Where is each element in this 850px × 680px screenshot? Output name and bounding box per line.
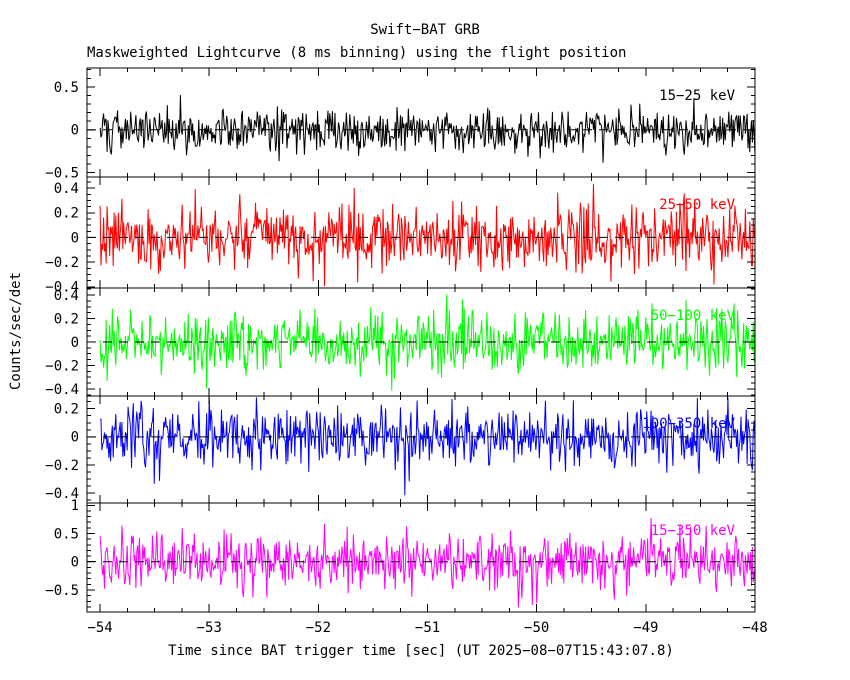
y-tick-label: 1 [71, 498, 79, 514]
y-tick-label: 0.4 [54, 181, 79, 197]
x-tick-label: −52 [306, 620, 331, 636]
y-tick-label: 0.2 [54, 206, 79, 222]
y-tick-label: −0.4 [45, 486, 79, 502]
x-tick-label: −54 [87, 620, 112, 636]
y-tick-label: −0.2 [45, 358, 79, 374]
x-tick-label: −49 [633, 620, 658, 636]
noise-trace-band-50-100 [99, 294, 755, 391]
y-tick-label: 0 [71, 123, 79, 139]
y-tick-label: −0.2 [45, 458, 79, 474]
x-tick-label: −50 [524, 620, 549, 636]
y-tick-label: 0.2 [54, 311, 79, 327]
y-tick-label: 0.4 [54, 288, 79, 304]
y-tick-label: 0.5 [54, 80, 79, 96]
y-tick-label: 0 [71, 335, 79, 351]
noise-trace-band-15-350 [99, 517, 755, 608]
y-tick-label: −0.4 [45, 280, 79, 296]
y-tick-label: −0.4 [45, 382, 79, 398]
y-tick-label: 0 [71, 230, 79, 246]
y-tick-label: 0 [71, 430, 79, 446]
chart-title: Swift−BAT GRB [370, 22, 480, 38]
y-axis-label: Counts/sec/det [8, 271, 24, 390]
noise-trace-band-100-350 [99, 397, 755, 496]
energy-band-label: 15−25 keV [659, 88, 735, 104]
energy-band-label: 50−100 keV [651, 308, 736, 324]
y-tick-label: −0.5 [45, 583, 79, 599]
panel-frame [86, 502, 756, 613]
energy-band-label: 25−50 keV [659, 197, 735, 213]
y-tick-label: 0.2 [54, 402, 79, 418]
noise-trace-band-15-25 [99, 95, 755, 163]
chart-subtitle: Maskweighted Lightcurve (8 ms binning) u… [87, 45, 627, 61]
x-tick-label: −48 [742, 620, 767, 636]
y-tick-label: 0.5 [54, 526, 79, 542]
noise-trace-band-25-50 [99, 183, 755, 287]
y-tick-label: 0 [71, 555, 79, 571]
energy-band-label: 100−350 keV [642, 416, 735, 432]
x-tick-label: −53 [197, 620, 222, 636]
energy-band-label: 15−350 keV [651, 523, 736, 539]
y-tick-label: −0.5 [45, 166, 79, 182]
x-tick-label: −51 [415, 620, 440, 636]
x-axis-label: Time since BAT trigger time [sec] (UT 20… [168, 643, 674, 659]
y-tick-label: −0.2 [45, 255, 79, 271]
